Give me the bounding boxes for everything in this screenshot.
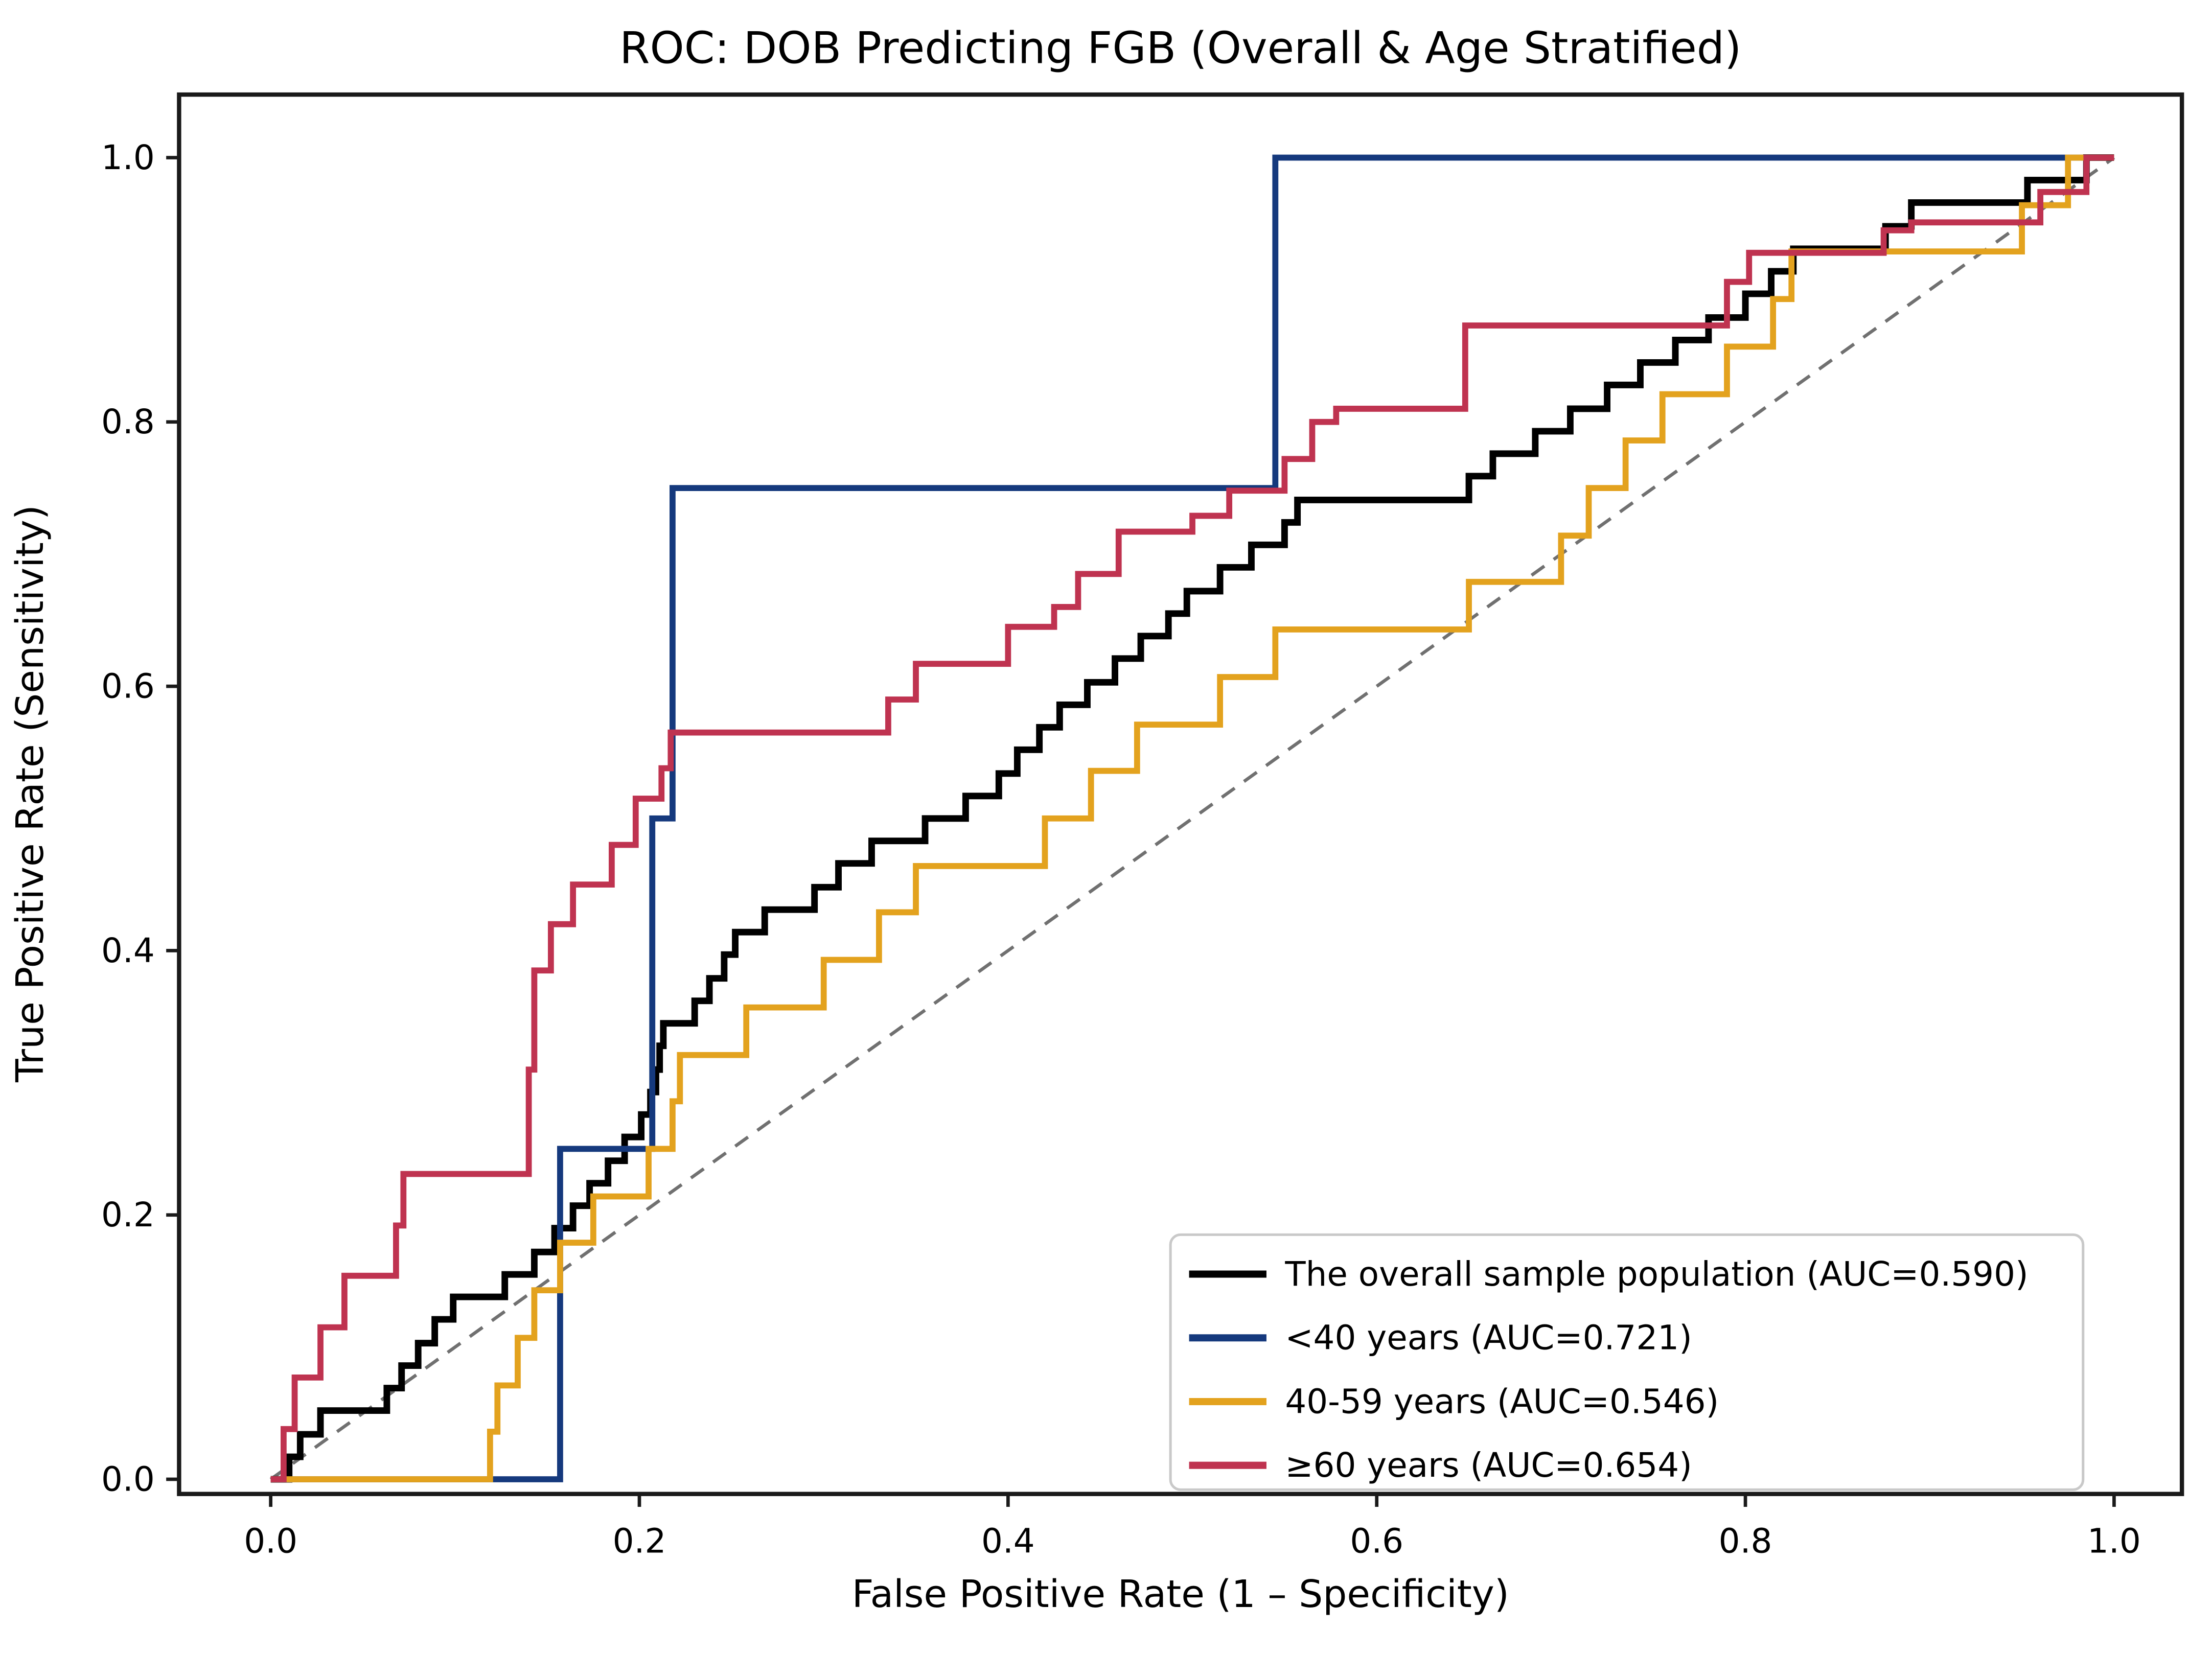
x-tick-label: 0.8 — [1719, 1522, 1772, 1561]
axis-ticks: 0.0 0.0 0.2 0.2 0.4 0.4 0.6 0.6 0.8 0.8 1.0 1.0 — [101, 138, 2141, 1561]
plot-border — [177, 92, 2184, 1496]
chance-diagonal-line — [269, 156, 2115, 1481]
x-axis-label: False Positive Rate (1 – Specificity) — [852, 1572, 1509, 1616]
y-tick-label: 0.8 — [101, 402, 155, 441]
roc-curves — [269, 154, 2115, 1483]
legend-box — [1169, 1233, 2085, 1491]
roc-curve-under40 — [270, 154, 2114, 1482]
x-tick-label: 0.2 — [613, 1522, 666, 1561]
y-tick-label: 0.0 — [101, 1459, 155, 1499]
legend: The overall sample population (AUC=0.590… — [1169, 1233, 2085, 1491]
roc-curve-overall — [270, 154, 2114, 1483]
roc-curve-age40to59 — [270, 154, 2114, 1482]
y-tick-label: 0.6 — [101, 667, 155, 706]
roc-curve-over60 — [270, 154, 2114, 1482]
chart-title: ROC: DOB Predicting FGB (Overall & Age S… — [619, 23, 1741, 74]
y-axis-label: True Positive Rate (Sensitivity) — [8, 505, 52, 1083]
y-tick-label: 1.0 — [101, 138, 155, 177]
x-tick-label: 0.0 — [244, 1522, 297, 1561]
legend-label-overall: The overall sample population (AUC=0.590… — [1284, 1254, 2028, 1294]
legend-label-age40to59: 40-59 years (AUC=0.546) — [1285, 1382, 1719, 1421]
y-tick-label: 0.2 — [101, 1195, 155, 1235]
x-tick-label: 0.6 — [1350, 1522, 1403, 1561]
legend-label-over60: ≥60 years (AUC=0.654) — [1285, 1446, 1692, 1485]
x-tick-label: 1.0 — [2087, 1522, 2141, 1561]
legend-label-under40: <40 years (AUC=0.721) — [1285, 1318, 1692, 1358]
y-tick-label: 0.4 — [101, 931, 155, 970]
x-tick-label: 0.4 — [981, 1522, 1035, 1561]
